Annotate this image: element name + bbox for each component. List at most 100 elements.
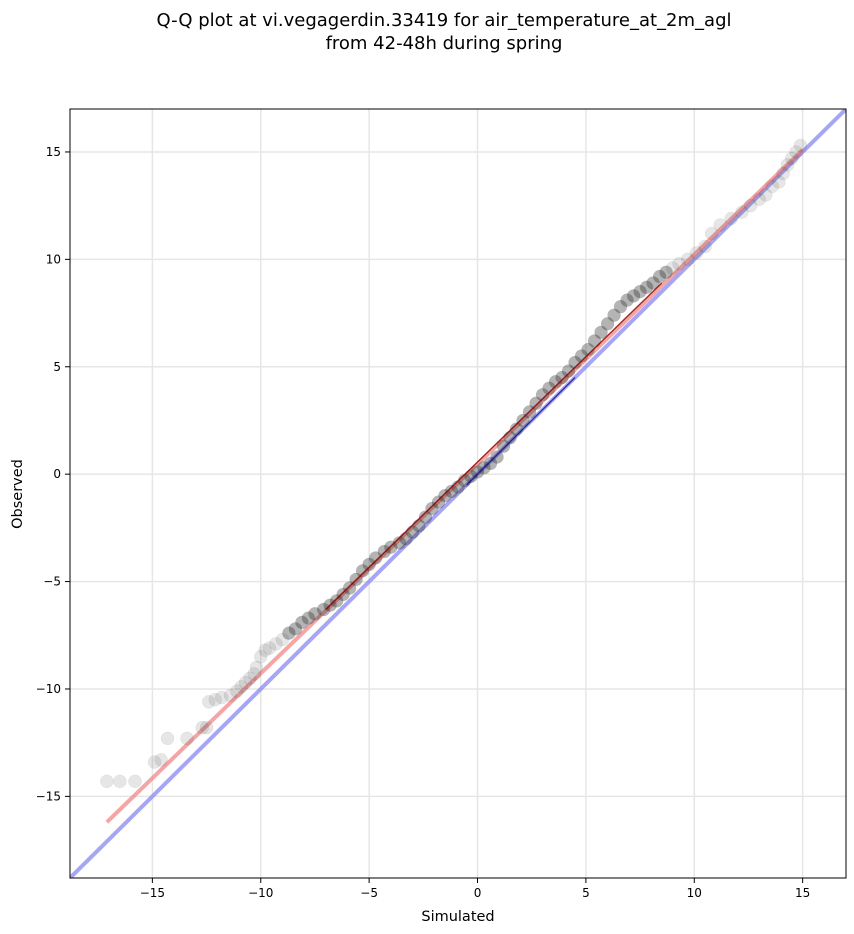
plot-frame xyxy=(69,108,847,879)
qq-point xyxy=(752,192,767,206)
qq-point-density xyxy=(377,544,391,558)
chart-title-line-1: Q-Q plot at vi.vegagerdin.33419 for air_… xyxy=(157,10,732,31)
qq-point xyxy=(329,594,344,608)
qq-point xyxy=(689,246,704,260)
qq-point-density xyxy=(444,484,458,498)
qq-point xyxy=(470,465,485,479)
qq-point-density xyxy=(555,371,569,385)
qq-point-density xyxy=(317,602,331,616)
qq-point-density xyxy=(640,280,654,294)
qq-point-density xyxy=(301,611,315,625)
qq-point-density xyxy=(330,594,344,608)
qq-point xyxy=(269,637,283,651)
qq-point xyxy=(652,269,667,284)
x-tick-label: 10 xyxy=(687,886,702,900)
qq-point xyxy=(665,261,680,275)
qq-point xyxy=(199,720,214,735)
qq-point-density xyxy=(568,355,582,369)
qq-point xyxy=(262,641,277,655)
qq-point-density xyxy=(282,626,296,640)
qq-point xyxy=(208,692,222,707)
qq-point xyxy=(793,138,808,153)
qq-point-density xyxy=(575,349,589,363)
qq-point xyxy=(377,544,392,559)
qq-point xyxy=(672,256,686,271)
qq-point xyxy=(698,239,712,254)
qq-point xyxy=(234,680,248,694)
qq-point xyxy=(646,276,660,290)
qq-point xyxy=(425,501,439,516)
qq-point xyxy=(772,175,786,189)
qq-point xyxy=(464,469,478,484)
qq-point xyxy=(681,252,695,267)
qq-point xyxy=(724,211,738,226)
qq-point xyxy=(100,774,114,789)
qq-point-density xyxy=(536,388,550,402)
fit-line xyxy=(105,148,805,824)
qq-point xyxy=(555,370,569,385)
qq-point xyxy=(258,643,272,658)
qq-point xyxy=(516,413,530,428)
x-tick-label: 5 xyxy=(582,886,590,900)
y-tick-label: −10 xyxy=(36,682,61,696)
qq-point-density xyxy=(594,325,608,339)
y-tick-label: 10 xyxy=(46,252,61,266)
qq-point-density xyxy=(627,289,641,303)
qq-point-density xyxy=(369,551,383,565)
qq-point xyxy=(542,381,556,395)
qq-point xyxy=(704,226,719,241)
qq-point-density xyxy=(471,465,485,479)
qq-point xyxy=(288,622,303,636)
qq-point-density xyxy=(343,581,357,595)
qq-point-density xyxy=(620,293,634,307)
x-tick-label: −15 xyxy=(140,886,165,900)
qq-point xyxy=(316,602,331,617)
qq-point xyxy=(154,753,168,767)
qq-point xyxy=(249,660,264,675)
qq-point-density xyxy=(425,502,439,516)
qq-point-density xyxy=(497,439,511,453)
qq-point xyxy=(659,265,673,280)
qq-point xyxy=(759,188,773,202)
qq-point xyxy=(243,671,257,685)
qq-point-density xyxy=(288,622,302,636)
qq-point xyxy=(355,564,370,578)
plot-area xyxy=(70,109,846,878)
qq-point xyxy=(600,317,615,331)
qq-point-density xyxy=(653,270,667,284)
qq-point xyxy=(785,151,799,166)
qq-point xyxy=(535,387,550,402)
qq-point xyxy=(529,396,543,411)
qq-point xyxy=(613,299,628,314)
qq-point xyxy=(308,607,322,621)
qq-point-density xyxy=(362,557,376,571)
qq-point xyxy=(581,342,595,357)
x-tick-label: −10 xyxy=(248,886,273,900)
y-tick-label: 5 xyxy=(53,360,61,374)
qq-point xyxy=(594,325,608,340)
qq-point-density xyxy=(607,308,621,322)
qq-point xyxy=(574,349,589,363)
x-tick-label: 0 xyxy=(474,886,482,900)
qq-point-density xyxy=(581,343,595,357)
qq-point-density xyxy=(646,276,660,290)
qq-point xyxy=(483,456,498,471)
x-tick-label: 15 xyxy=(795,886,810,900)
qq-point xyxy=(282,626,296,640)
qq-point-density xyxy=(295,615,309,629)
qq-point xyxy=(776,166,790,181)
qq-point xyxy=(342,581,357,595)
qq-point xyxy=(626,289,641,303)
qq-point-density xyxy=(516,413,530,427)
qq-point xyxy=(561,364,576,378)
qq-point xyxy=(247,667,261,681)
qq-point-density xyxy=(562,364,576,378)
qq-point xyxy=(295,615,309,630)
qq-point xyxy=(336,587,350,602)
fit-line-core xyxy=(325,282,663,610)
qq-point xyxy=(253,650,268,664)
qq-point xyxy=(548,375,563,389)
y-tick-label: 0 xyxy=(53,467,61,481)
